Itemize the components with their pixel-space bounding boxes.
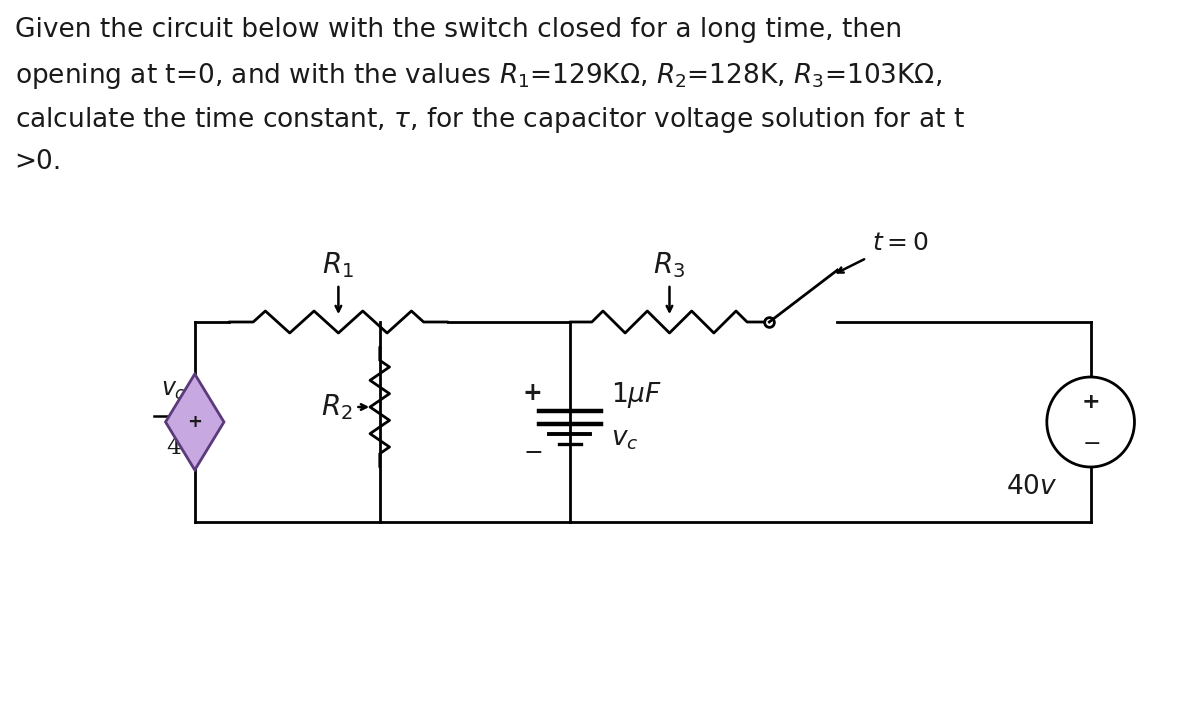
Text: 4: 4 [166,436,181,459]
Text: >0.: >0. [14,149,62,175]
Circle shape [1046,377,1134,467]
Text: +: + [187,413,203,431]
Text: calculate the time constant, $\tau$, for the capacitor voltage solution for at t: calculate the time constant, $\tau$, for… [14,105,965,135]
Text: $R_3$: $R_3$ [654,250,685,280]
Text: $40v$: $40v$ [1007,474,1058,499]
Polygon shape [166,374,224,470]
Text: $v_c$: $v_c$ [161,379,186,402]
Text: $v_c$: $v_c$ [611,427,638,451]
Text: opening at t=0, and with the values $R_1$=129K$\Omega$, $R_2$=128K, $R_3$=103K$\: opening at t=0, and with the values $R_1… [14,61,942,91]
Text: +: + [1081,392,1100,412]
Text: $1\mu F$: $1\mu F$ [611,380,661,410]
Text: $t=0$: $t=0$ [871,232,929,255]
Text: Given the circuit below with the switch closed for a long time, then: Given the circuit below with the switch … [14,17,901,43]
Text: $R_1$: $R_1$ [323,250,354,280]
Text: $-$: $-$ [1081,432,1099,452]
Text: $-$: $-$ [523,440,542,464]
Text: $R_2$: $R_2$ [320,392,353,422]
Text: +: + [523,380,542,404]
